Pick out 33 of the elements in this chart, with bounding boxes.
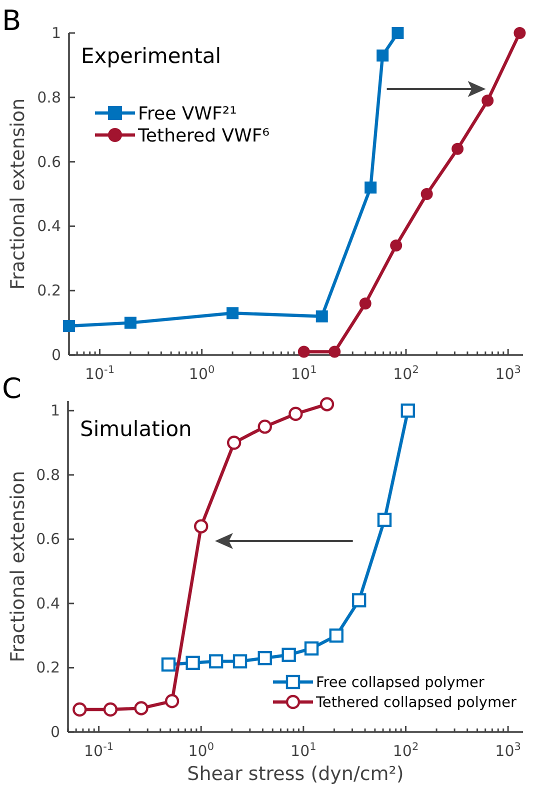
y-tick-label: 1 xyxy=(51,24,61,42)
text: C xyxy=(2,372,22,405)
y-tick-label: 0 xyxy=(51,346,61,364)
y-tick-label: 0.2 xyxy=(37,282,61,300)
y-tick-label: 0.4 xyxy=(37,217,61,236)
y-tick-label: 0.4 xyxy=(36,594,60,612)
y-tick-label: 0.2 xyxy=(36,658,60,677)
y-tick-label: 0.6 xyxy=(36,530,60,548)
y-tick-label: 1 xyxy=(50,402,60,420)
y-tick-label: 0.8 xyxy=(37,88,61,106)
x-tick-label: 10$^{3}$ xyxy=(495,364,521,383)
legend-label: Tethered collapsed polymer xyxy=(315,695,516,712)
x-tick-label: 10$^{1}$ xyxy=(291,364,317,383)
y-tick-label: 0.8 xyxy=(36,466,60,484)
legend-label: Free collapsed polymer xyxy=(316,675,484,692)
x-tick-label: 10$^{-1}$ xyxy=(84,364,115,383)
y-tick-label: 0.6 xyxy=(37,152,61,171)
y-axis-title: Fractional extension xyxy=(7,470,29,662)
legend-label: Free VWF²¹ xyxy=(138,103,237,124)
x-tick-label: 10$^{3}$ xyxy=(495,741,521,760)
x-tick-label: 10$^{0}$ xyxy=(188,741,214,760)
x-tick-label: 10$^{-1}$ xyxy=(84,741,114,760)
y-tick-label: 0 xyxy=(50,723,60,741)
text: Experimental xyxy=(81,44,222,68)
x-tick-label: 10$^{2}$ xyxy=(392,741,419,760)
x-tick-label: 10$^{0}$ xyxy=(188,364,215,383)
x-tick-label: 10$^{1}$ xyxy=(290,741,316,760)
y-axis-title: Fractional extension xyxy=(7,98,29,290)
x-axis-title: Shear stress (dyn/cm²) xyxy=(187,763,404,785)
legend-label: Tethered VWF⁶ xyxy=(137,125,270,146)
x-tick-label: 10$^{2}$ xyxy=(393,364,419,383)
text: Simulation xyxy=(80,417,192,441)
text: B xyxy=(2,4,22,37)
